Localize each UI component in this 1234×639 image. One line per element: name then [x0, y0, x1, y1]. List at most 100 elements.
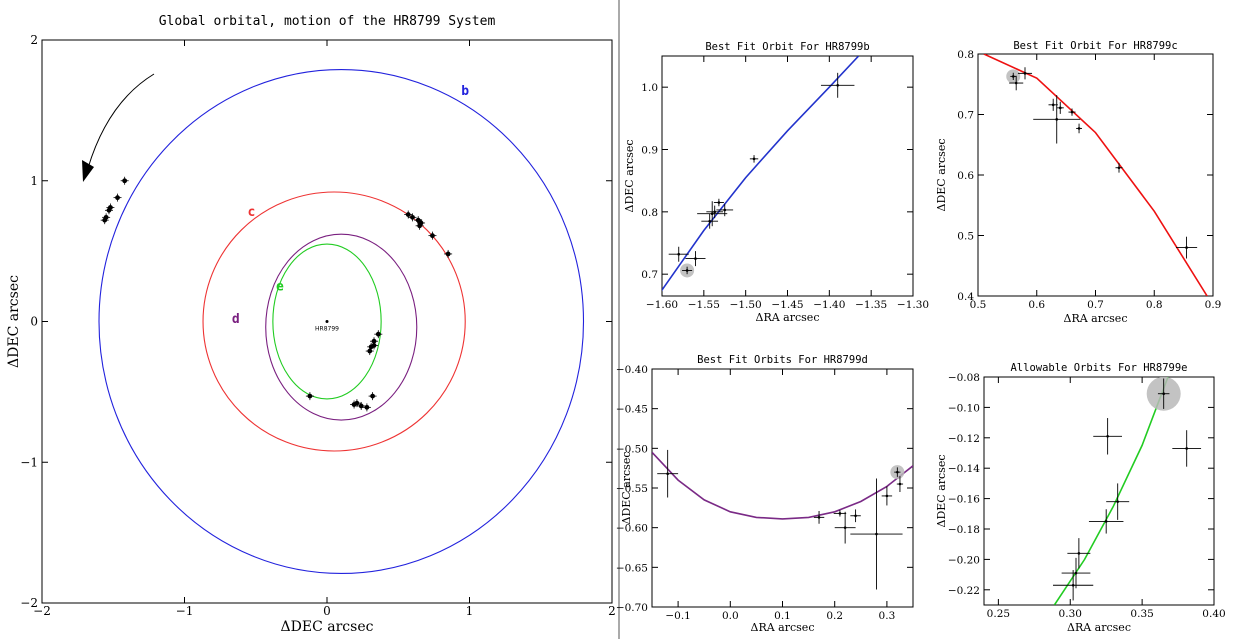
y-tick-label: 0.8	[957, 49, 974, 61]
x-tick-label: 0.35	[1130, 608, 1153, 620]
data-point	[875, 532, 878, 536]
chart-title: Best Fit Orbit For HR8799c	[1013, 40, 1177, 52]
data-point	[417, 223, 423, 229]
data-point	[367, 348, 373, 354]
data-point	[717, 201, 721, 204]
x-tick-label: 0.3	[879, 610, 896, 622]
plot-area	[652, 449, 913, 590]
y-axis-label: ΔDEC arcsec	[935, 139, 948, 212]
y-tick-label: 0.8	[641, 207, 658, 219]
x-tick-label: −2	[33, 604, 51, 618]
orbit-b	[98, 69, 585, 574]
data-point	[122, 178, 128, 184]
motion-arrow	[87, 73, 155, 169]
data-point	[885, 494, 889, 498]
orbit-label-c: c	[248, 205, 256, 220]
x-axis-label: ΔRA arcsec	[1067, 621, 1131, 634]
data-point	[1185, 246, 1188, 249]
y-axis-label: ΔDEC arcsec	[620, 452, 633, 525]
x-tick-label: −1.50	[730, 299, 762, 311]
chart-title: Best Fit Orbits For HR8799d	[697, 354, 868, 366]
fit-curve	[1053, 377, 1169, 605]
data-point	[708, 219, 711, 223]
data-point	[854, 514, 857, 518]
x-tick-label: 0.5	[970, 299, 987, 311]
y-tick-label: −0.40	[616, 364, 648, 376]
data-point	[445, 251, 451, 257]
orbit-label-e: e	[276, 280, 284, 295]
data-point	[1055, 118, 1059, 121]
y-tick-label: −0.16	[948, 494, 980, 506]
x-tick-label: −1.45	[771, 299, 803, 311]
y-tick-label: −0.60	[616, 523, 648, 535]
data-point	[108, 205, 113, 210]
x-axis-label: ΔRA arcsec	[751, 621, 815, 634]
data-point	[752, 157, 756, 161]
data-point	[836, 83, 839, 87]
x-tick-label: 0.8	[1146, 299, 1163, 311]
data-point	[1116, 500, 1119, 503]
chart-title: Best Fit Orbit For HR8799b	[705, 41, 869, 53]
x-tick-label: 1	[466, 604, 474, 618]
data-point	[713, 210, 717, 214]
star-marker	[325, 320, 329, 323]
orbit-d	[265, 233, 418, 421]
data-point	[710, 212, 714, 216]
y-tick-label: −0.70	[616, 602, 648, 614]
x-tick-label: −1.30	[897, 299, 929, 311]
data-point	[307, 393, 313, 399]
plot-frame	[977, 53, 1214, 297]
plot-frame	[983, 376, 1215, 606]
data-point	[1162, 392, 1165, 396]
orbit-e	[272, 243, 382, 400]
y-tick-label: −1	[20, 455, 38, 469]
y-tick-label: 0.7	[641, 269, 658, 281]
star-label: HR8799	[315, 326, 339, 333]
y-tick-label: 0.9	[641, 145, 658, 157]
chart-global: Global orbital, motion of the HR8799 Sys…	[6, 14, 616, 635]
y-tick-label: −0.55	[616, 483, 648, 495]
data-point	[838, 512, 842, 515]
data-point	[898, 482, 902, 486]
y-tick-label: −0.12	[948, 433, 980, 445]
x-tick-label: 0.40	[1202, 608, 1225, 620]
x-tick-label: 0.7	[1087, 299, 1104, 311]
data-point	[364, 404, 370, 410]
data-point	[1106, 434, 1109, 438]
plot-frame	[661, 55, 914, 297]
y-tick-label: 0.5	[957, 231, 974, 243]
data-point	[896, 470, 899, 474]
y-tick-label: 0	[30, 315, 38, 329]
y-tick-label: −0.18	[948, 524, 980, 536]
data-point	[843, 526, 847, 529]
y-axis-label: ΔDEC arcsec	[6, 275, 22, 368]
data-point	[1058, 106, 1062, 110]
data-point	[1070, 110, 1074, 114]
data-point	[1104, 520, 1108, 523]
y-tick-label: 1	[30, 174, 38, 188]
data-point	[1014, 81, 1018, 85]
orbit-label-b: b	[461, 84, 469, 99]
data-point	[102, 217, 108, 223]
y-tick-label: 0.4	[957, 291, 974, 303]
plot-area	[1053, 377, 1202, 605]
y-tick-label: −0.10	[948, 402, 980, 414]
chart-title: Allowable Orbits For HR8799e	[1010, 362, 1187, 374]
data-point	[370, 393, 375, 399]
x-tick-label: −0.1	[665, 610, 691, 622]
y-tick-label: −0.08	[948, 372, 980, 384]
data-point	[358, 403, 364, 409]
x-tick-label: 0.6	[1028, 299, 1045, 311]
chart-d: Best Fit Orbits For HR8799d ΔRA arcsec ΔDE…	[616, 354, 914, 634]
x-tick-label: 0.9	[1205, 299, 1222, 311]
plot-area	[662, 56, 860, 292]
y-axis-label: ΔDEC arcsec	[623, 140, 636, 213]
x-axis-label: ΔDEC arcsec	[281, 619, 374, 635]
x-axis-label: ΔRA arcsec	[1064, 312, 1128, 325]
fit-curve	[983, 54, 1208, 296]
fit-curve	[652, 451, 913, 520]
data-point	[1077, 552, 1081, 555]
data-point	[817, 516, 821, 519]
y-tick-label: −0.20	[948, 554, 980, 566]
